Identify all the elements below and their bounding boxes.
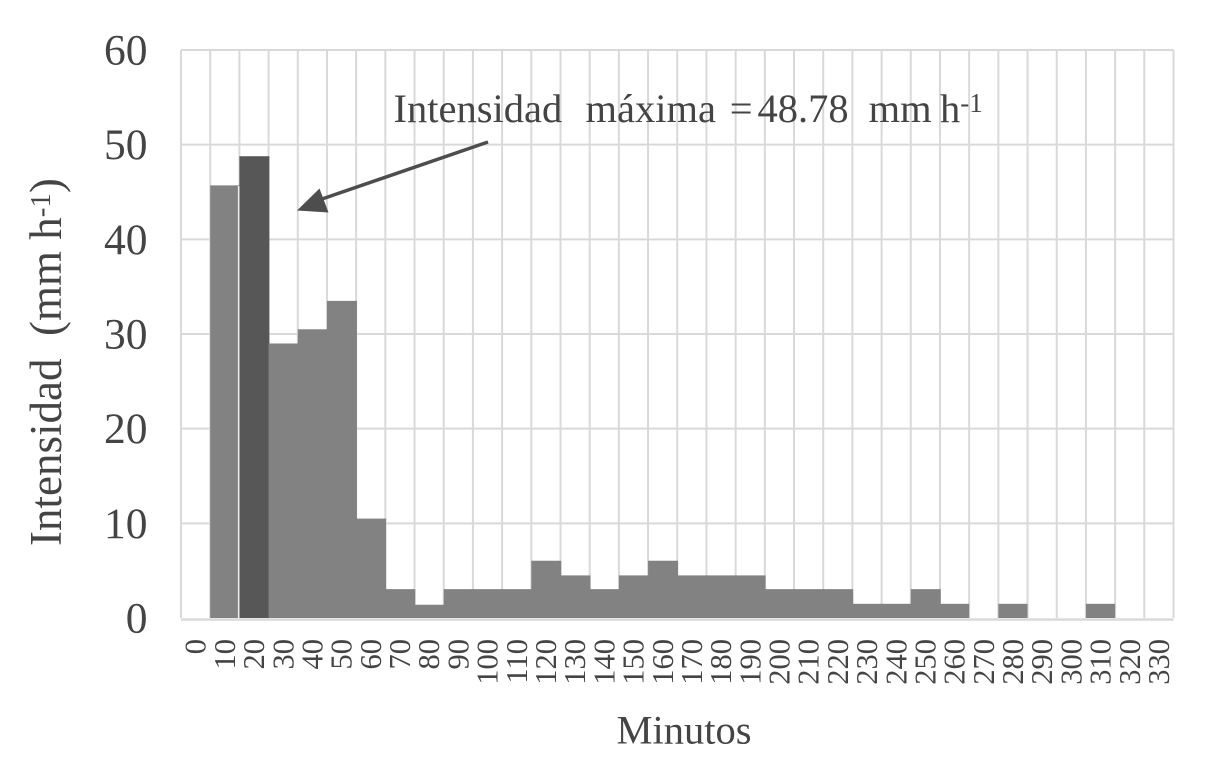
- svg-text:30: 30: [104, 311, 148, 359]
- svg-text:330: 330: [1142, 639, 1176, 685]
- svg-text:190: 190: [733, 639, 767, 685]
- svg-text:140: 140: [587, 639, 621, 685]
- svg-text:250: 250: [908, 639, 942, 685]
- svg-text:90: 90: [441, 639, 475, 670]
- svg-text:290: 290: [1025, 639, 1059, 685]
- svg-text:20: 20: [104, 405, 148, 453]
- svg-text:320: 320: [1113, 639, 1147, 685]
- svg-text:260: 260: [938, 639, 972, 685]
- svg-text:10: 10: [104, 500, 148, 548]
- svg-text:10: 10: [208, 639, 242, 670]
- svg-text:40: 40: [295, 639, 329, 670]
- svg-text:170: 170: [675, 639, 709, 685]
- svg-text:60: 60: [104, 27, 148, 75]
- svg-text:210: 210: [792, 639, 826, 685]
- svg-text:300: 300: [1054, 639, 1088, 685]
- svg-text:120: 120: [529, 639, 563, 685]
- svg-text:160: 160: [646, 639, 680, 685]
- svg-text:130: 130: [558, 639, 592, 685]
- svg-text:0: 0: [126, 595, 148, 643]
- svg-text:Minutos: Minutos: [616, 708, 751, 753]
- svg-text:240: 240: [879, 639, 913, 685]
- svg-text:310: 310: [1084, 639, 1118, 685]
- svg-text:230: 230: [850, 639, 884, 685]
- svg-text:20: 20: [237, 639, 271, 670]
- svg-text:50: 50: [104, 121, 148, 169]
- svg-text:0: 0: [179, 639, 213, 654]
- svg-text:280: 280: [996, 639, 1030, 685]
- svg-text:80: 80: [412, 639, 446, 670]
- svg-text:110: 110: [500, 639, 534, 684]
- svg-text:70: 70: [383, 639, 417, 670]
- svg-text:180: 180: [704, 639, 738, 685]
- svg-text:30: 30: [266, 639, 300, 670]
- svg-text:50: 50: [325, 639, 359, 670]
- svg-text:40: 40: [104, 216, 148, 264]
- svg-text:220: 220: [821, 639, 855, 685]
- svg-text:Intensidad (mm h-1): Intensidad (mm h-1): [21, 178, 71, 546]
- svg-text:100: 100: [471, 639, 505, 685]
- svg-text:150: 150: [617, 639, 651, 685]
- svg-text:60: 60: [354, 639, 388, 670]
- svg-text:200: 200: [763, 639, 797, 685]
- svg-text:270: 270: [967, 639, 1001, 685]
